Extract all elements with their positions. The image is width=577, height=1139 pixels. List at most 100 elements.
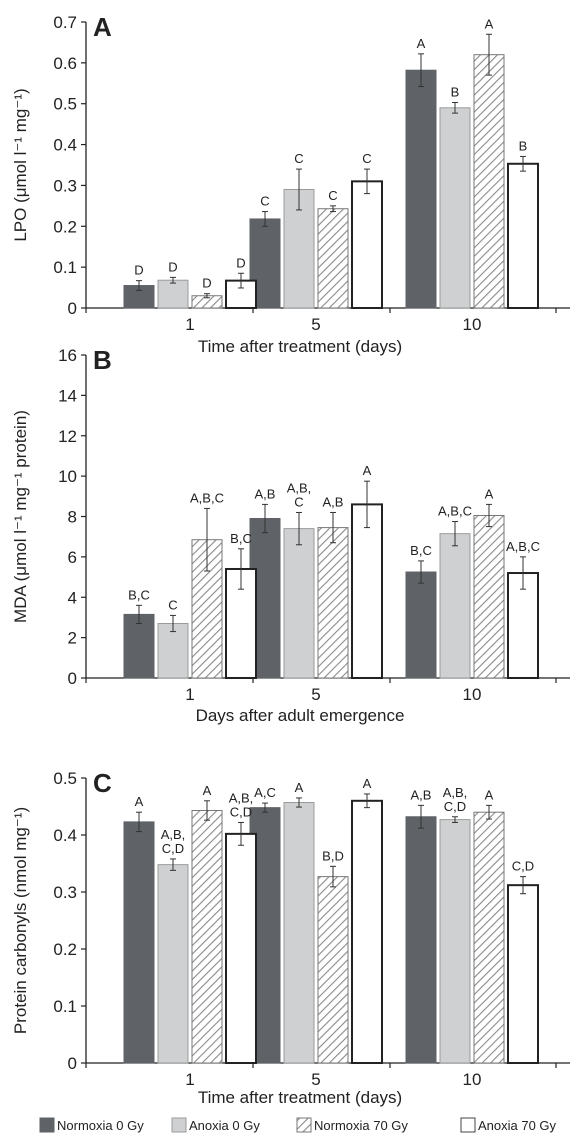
bar-normoxia-70-gy-1 <box>191 809 223 1064</box>
x-tick-label: 1 <box>185 1070 194 1089</box>
data-label: A <box>203 783 212 798</box>
x-tick-label: 1 <box>185 685 194 704</box>
legend-label-normoxia-70-gy: Normoxia 70 Gy <box>314 1118 408 1133</box>
legend: Normoxia 0 Gy Anoxia 0 Gy Normoxia 70 Gy An… <box>39 1117 557 1133</box>
bar-anoxia-70-gy-5 <box>351 180 383 309</box>
x-axis-title: Time after treatment (days) <box>198 337 402 356</box>
data-label: A <box>485 486 494 501</box>
bar-anoxia-0-gy-1 <box>157 622 189 679</box>
data-label: A,B <box>255 486 276 501</box>
data-label: A,B,C <box>438 504 472 519</box>
data-label: C <box>294 494 303 509</box>
bar-normoxia-0-gy-10 <box>405 69 437 309</box>
data-label: C <box>328 188 337 203</box>
chart-panel-a: 0 0.1 0.2 0.3 0.4 0.5 0.6 0.7 1 5 10 A Time after tr… <box>11 12 570 356</box>
bar-normoxia-70-gy-10 <box>473 514 505 679</box>
y-tick-label: 0.3 <box>53 883 77 902</box>
data-label: A,B,C <box>190 490 224 505</box>
data-label: B <box>451 84 460 99</box>
y-axis-title: LPO (μmol l⁻¹ mg⁻¹) <box>11 88 30 241</box>
data-label: A,B <box>323 494 344 509</box>
data-label: A,B, <box>229 790 254 805</box>
legend-label-anoxia-0-gy: Anoxia 0 Gy <box>189 1118 260 1133</box>
panel-letter: B <box>93 345 112 375</box>
bar-normoxia-0-gy-10 <box>405 816 437 1064</box>
legend-swatch-normoxia-70-gy <box>296 1117 312 1133</box>
bar-normoxia-0-gy-10 <box>405 571 437 679</box>
data-label: C <box>362 151 371 166</box>
y-tick-label: 8 <box>68 508 77 527</box>
y-tick-label: 0 <box>68 1054 77 1073</box>
bar-anoxia-70-gy-10 <box>507 162 539 309</box>
data-label: C,D <box>162 841 184 856</box>
data-label: C,D <box>230 804 252 819</box>
data-label: B,C <box>230 531 252 546</box>
bar-anoxia-0-gy-1 <box>157 279 189 309</box>
y-tick-label: 0.2 <box>53 940 77 959</box>
data-label: C <box>294 151 303 166</box>
bar-anoxia-70-gy-1 <box>225 832 257 1064</box>
legend-label-anoxia-70-gy: Anoxia 70 Gy <box>478 1118 557 1133</box>
data-label: C <box>168 597 177 612</box>
legend-swatch-anoxia-0-gy <box>171 1117 187 1133</box>
data-label: D <box>168 259 177 274</box>
x-tick-label: 10 <box>463 315 482 334</box>
y-tick-label: 0.6 <box>53 54 77 73</box>
y-tick-label: 14 <box>58 386 77 405</box>
data-label: B <box>519 138 528 153</box>
y-tick-label: 10 <box>58 467 77 486</box>
legend-label-normoxia-0-gy: Normoxia 0 Gy <box>57 1118 144 1133</box>
data-label: A <box>363 463 372 478</box>
y-tick-label: 4 <box>68 588 77 607</box>
y-tick-label: 0 <box>68 669 77 688</box>
bar-anoxia-0-gy-5 <box>283 802 315 1064</box>
bar-anoxia-0-gy-10 <box>439 107 471 309</box>
data-label: A,B, <box>287 480 312 495</box>
x-tick-label: 5 <box>311 1070 320 1089</box>
data-label: A,B, <box>161 827 186 842</box>
data-label: D <box>236 255 245 270</box>
data-label: C <box>260 194 269 209</box>
bar-anoxia-0-gy-1 <box>157 864 189 1064</box>
bar-normoxia-70-gy-5 <box>317 876 349 1064</box>
x-tick-label: 10 <box>463 685 482 704</box>
bar-normoxia-70-gy-5 <box>317 527 349 679</box>
y-tick-label: 0.7 <box>53 13 77 32</box>
bar-anoxia-0-gy-5 <box>283 528 315 679</box>
y-axis-title: MDA (μmol l⁻¹ mg⁻¹ protein) <box>11 410 30 623</box>
data-label: A <box>485 16 494 31</box>
x-tick-label: 1 <box>185 315 194 334</box>
bar-anoxia-0-gy-10 <box>439 533 471 679</box>
data-label: A <box>135 794 144 809</box>
data-label: C,D <box>512 859 534 874</box>
y-tick-label: 0.2 <box>53 217 77 236</box>
bar-normoxia-0-gy-1 <box>123 613 155 679</box>
data-label: C,D <box>444 799 466 814</box>
data-label: A <box>363 776 372 791</box>
bar-normoxia-0-gy-1 <box>123 821 155 1064</box>
x-tick-label: 5 <box>311 685 320 704</box>
y-tick-label: 0.4 <box>53 826 77 845</box>
bar-normoxia-70-gy-10 <box>473 811 505 1064</box>
x-tick-label: 10 <box>463 1070 482 1089</box>
data-label: B,C <box>128 587 150 602</box>
bar-anoxia-0-gy-10 <box>439 819 471 1064</box>
data-label: A,C <box>254 785 276 800</box>
data-label: D <box>202 276 211 291</box>
chart-panel-b: 0 2 4 6 8 10 12 14 16 1 5 10 B Days after adult emerg… <box>11 345 570 725</box>
panel-letter: C <box>93 768 112 798</box>
y-tick-label: 12 <box>58 427 77 446</box>
data-label: B,D <box>322 848 344 863</box>
y-tick-label: 0 <box>68 299 77 318</box>
y-tick-label: 0.5 <box>53 769 77 788</box>
legend-swatch-normoxia-0-gy <box>39 1117 55 1133</box>
bar-anoxia-70-gy-5 <box>351 503 383 680</box>
y-axis-title: Protein carbonyls (nmol mg⁻¹) <box>11 807 30 1034</box>
y-tick-label: 0.1 <box>53 997 77 1016</box>
data-label: A,B <box>411 787 432 802</box>
data-label: A,B, <box>443 785 468 800</box>
legend-swatch-anoxia-70-gy <box>460 1117 476 1133</box>
bar-anoxia-70-gy-10 <box>507 884 539 1064</box>
